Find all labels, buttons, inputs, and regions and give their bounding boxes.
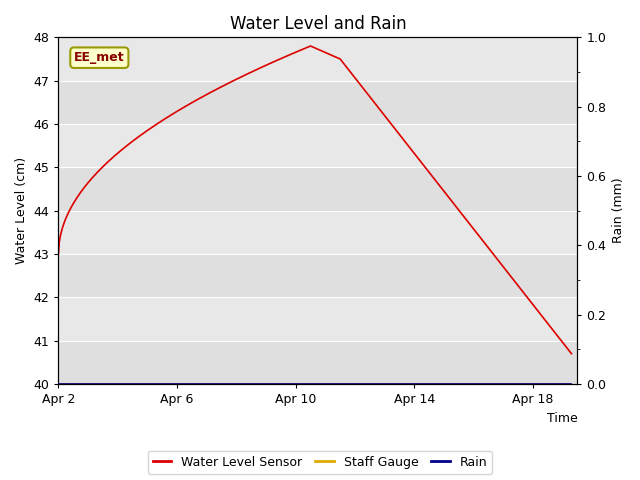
Text: EE_met: EE_met	[74, 51, 125, 64]
Bar	[58, 37, 577, 81]
Bar	[58, 81, 577, 124]
Bar	[58, 341, 577, 384]
Bar	[58, 168, 577, 211]
Text: Time: Time	[547, 412, 577, 425]
Y-axis label: Rain (mm): Rain (mm)	[612, 178, 625, 243]
Bar	[58, 254, 577, 297]
Bar	[58, 211, 577, 254]
Bar	[58, 124, 577, 168]
Title: Water Level and Rain: Water Level and Rain	[230, 15, 406, 33]
Legend: Water Level Sensor, Staff Gauge, Rain: Water Level Sensor, Staff Gauge, Rain	[148, 451, 492, 474]
Y-axis label: Water Level (cm): Water Level (cm)	[15, 157, 28, 264]
Bar	[58, 297, 577, 341]
